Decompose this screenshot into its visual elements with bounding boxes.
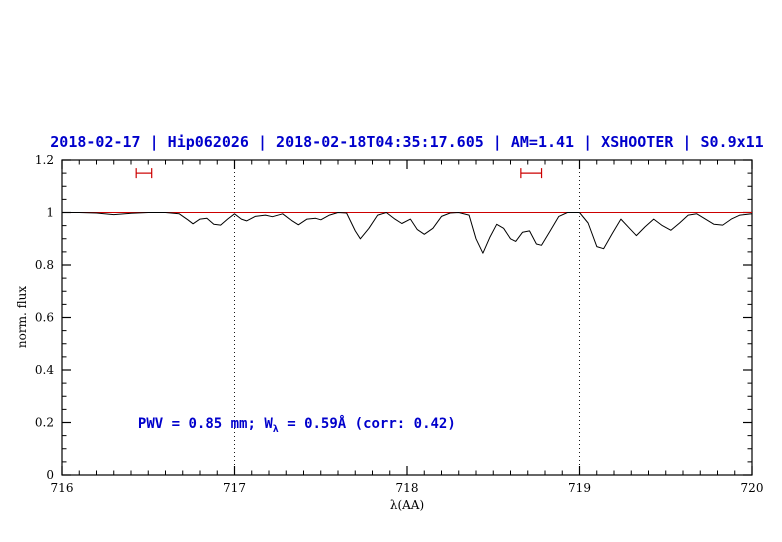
tick-label: 1.2: [35, 153, 54, 167]
tick-label: 0.4: [35, 363, 54, 377]
plot-title: 2018-02-17 | Hip062026 | 2018-02-18T04:3…: [50, 133, 764, 151]
tick-label: 0.2: [35, 416, 54, 430]
tick-label: 719: [568, 481, 591, 495]
x-axis-label: λ(AA): [389, 498, 425, 512]
spectrum-line: [62, 212, 753, 254]
pwv-annotation-prefix: PWV = 0.85 mm; W: [137, 415, 273, 432]
tick-label: 1: [46, 206, 54, 220]
wavelength-subscript: λ: [272, 423, 279, 435]
tick-label: 0.6: [35, 311, 54, 325]
y-axis-label: norm. flux: [15, 285, 29, 349]
tick-label: 0.8: [35, 258, 54, 272]
tick-label: 0: [46, 468, 54, 482]
tick-label: 716: [51, 481, 74, 495]
pwv-annotation: PWV = 0.85 mm; Wλ = 0.59Å (corr: 0.42): [138, 416, 456, 435]
tick-label: 718: [396, 481, 419, 495]
tick-label: 720: [741, 481, 764, 495]
pwv-annotation-suffix: = 0.59Å (corr: 0.42): [278, 415, 456, 432]
tick-label: 717: [223, 481, 246, 495]
